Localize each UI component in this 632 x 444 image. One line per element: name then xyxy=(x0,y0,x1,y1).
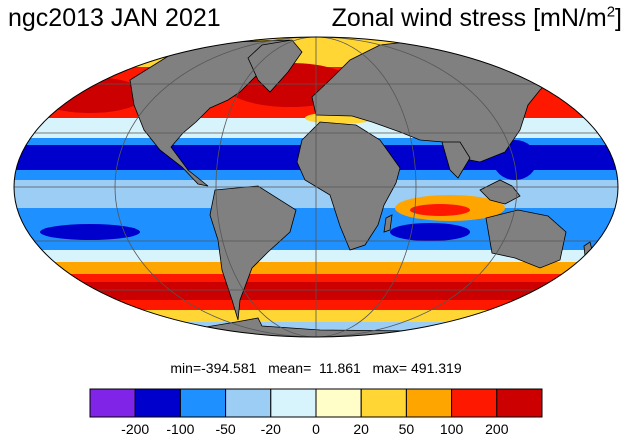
colorbar-tick-label: 200 xyxy=(485,421,509,437)
colorbar-tick-label: 50 xyxy=(398,421,415,437)
land-greenland xyxy=(247,39,303,93)
colorbar-swatch xyxy=(451,388,498,418)
colorbar-swatch xyxy=(405,388,453,418)
colorbar-swatch xyxy=(89,388,136,418)
colorbar-tick-label: 20 xyxy=(353,421,369,437)
colorbar-tick-label: -100 xyxy=(166,421,195,437)
land-madagascar xyxy=(383,214,393,233)
colorbar-swatch xyxy=(270,388,317,418)
colorbar-tick-label: 0 xyxy=(312,421,320,437)
colorbar xyxy=(89,388,543,418)
land-india xyxy=(441,141,471,179)
variable-title-main: Zonal wind stress [mN/m xyxy=(331,4,607,32)
mollweide-map xyxy=(13,36,619,338)
variable-title-exponent: 2 xyxy=(606,3,616,21)
colorbar-tick-label: -50 xyxy=(215,421,236,437)
colorbar-swatch xyxy=(360,388,407,418)
variable-title-tail: ] xyxy=(615,4,622,32)
colorbar-tick-label: -200 xyxy=(121,421,150,437)
variable-title: Zonal wind stress [mN/m2] xyxy=(332,4,622,33)
colorbar-swatch xyxy=(225,388,272,418)
map-title: ngc2013 JAN 2021 xyxy=(8,4,221,32)
land-south-america xyxy=(209,185,297,321)
graticule xyxy=(14,37,618,337)
patch-north-pacific-storm xyxy=(35,77,145,113)
patch-indian-trades xyxy=(390,223,470,241)
land-africa xyxy=(296,121,401,251)
colorbar-swatch xyxy=(315,388,362,418)
land-australia xyxy=(485,209,567,269)
colorbar-swatch xyxy=(134,388,181,418)
colorbar-tick-label: 100 xyxy=(439,421,464,437)
colorbar-swatch xyxy=(496,388,543,418)
land-eurasia xyxy=(311,37,561,163)
patch-pacific-trades xyxy=(40,224,140,240)
colorbar-swatch xyxy=(179,388,227,418)
colorbar-tick-label: -20 xyxy=(260,421,281,437)
statistics-summary: min=-394.581 mean= 11.861 max= 491.319 xyxy=(170,360,462,376)
patch-indian-westerly-core xyxy=(410,204,470,216)
map-outline xyxy=(13,36,619,338)
land-maritime-continent xyxy=(479,179,521,205)
